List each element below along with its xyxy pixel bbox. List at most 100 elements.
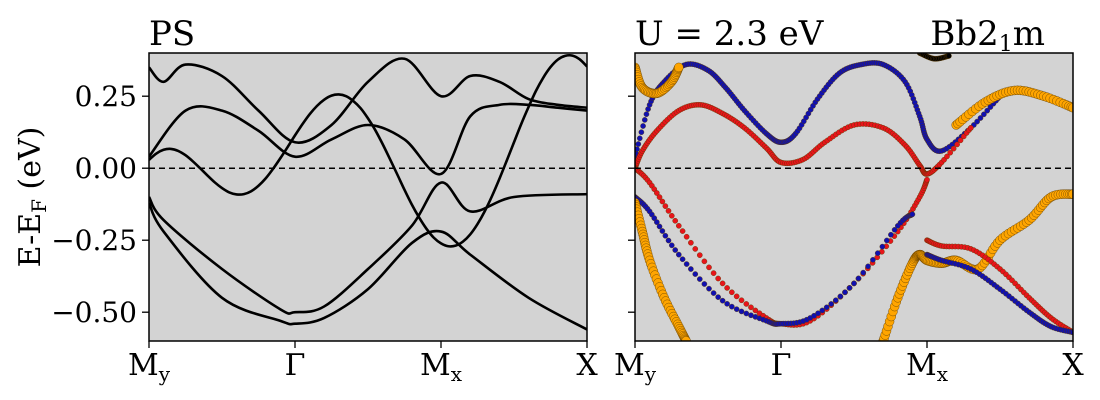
band-marker (641, 117, 648, 123)
band-marker (701, 258, 708, 265)
band-marker (654, 219, 660, 225)
band-marker (874, 250, 881, 256)
band-marker (946, 53, 952, 59)
x-tick-label: Mx (420, 348, 463, 386)
bands-left (149, 53, 587, 331)
x-tick-label: X (1062, 348, 1084, 383)
band-marker (855, 275, 862, 282)
band-marker (846, 285, 853, 291)
band-marker (743, 310, 750, 317)
band-marker (860, 269, 867, 276)
band-marker (984, 107, 991, 114)
band-marker (654, 190, 660, 196)
band-marker (662, 203, 669, 209)
band-marker (701, 281, 708, 287)
band-marker (656, 223, 663, 230)
band-marker (719, 280, 726, 287)
band-line (149, 102, 587, 176)
band-marker (715, 294, 721, 300)
band-line (149, 181, 587, 315)
band-marker (977, 115, 984, 121)
band-marker (719, 297, 726, 304)
band-marker (888, 231, 894, 238)
band-marker (676, 222, 682, 229)
x-tick-label: Γ (285, 348, 306, 383)
band-marker (651, 215, 658, 221)
band-marker (665, 208, 672, 214)
band-marker (688, 266, 694, 272)
chart-left-ps: 0.25 0.00 −0.25 −0.50 My Γ Mx X PS E-EF (eV) (13, 14, 598, 386)
band-marker (738, 297, 745, 304)
band-marker (643, 111, 650, 117)
band-marker (819, 307, 826, 314)
band-marker (957, 137, 964, 144)
y-ticks-right (628, 95, 635, 313)
plot-frame-left (148, 52, 588, 342)
band-marker (1068, 189, 1073, 199)
x-tick-label: Γ (771, 348, 792, 383)
band-marker (879, 243, 886, 250)
band-line (149, 202, 587, 331)
x-tick-label: Mx (906, 348, 949, 386)
band-marker (837, 293, 844, 300)
band-marker (710, 270, 717, 276)
band-marker (636, 135, 643, 142)
band-marker (733, 306, 740, 312)
chart-right-u23: My Γ Mx X U = 2.3 eV Bb21m (614, 14, 1084, 386)
band-marker (710, 290, 717, 296)
band-marker (688, 239, 694, 246)
band-marker (823, 304, 830, 311)
band-marker (733, 293, 740, 300)
band-line (149, 53, 587, 248)
band-marker (668, 212, 675, 219)
band-marker (706, 264, 712, 271)
band-marker (683, 233, 690, 240)
band-marker (828, 301, 834, 307)
band-marker (924, 176, 930, 183)
x-tick-label: My (614, 348, 657, 386)
y-tick-label: −0.25 (51, 224, 137, 257)
band-marker (679, 256, 686, 263)
y-tick-label: 0.25 (75, 80, 137, 113)
band-marker (681, 336, 691, 341)
band-marker (724, 285, 730, 291)
plot-frame-right (634, 52, 1074, 342)
title-right: U = 2.3 eV (635, 14, 825, 54)
band-marker (752, 307, 759, 314)
band-marker (947, 149, 954, 156)
band-marker (729, 303, 735, 310)
band-marker (851, 280, 857, 287)
band-marker (640, 123, 646, 129)
band-marker (954, 141, 960, 148)
band-marker (683, 261, 690, 267)
y-axis-label: E-EF (eV) (13, 127, 51, 268)
band-marker (743, 301, 750, 307)
band-marker (679, 228, 686, 234)
band-marker (635, 141, 642, 147)
band-marker (884, 237, 890, 244)
title-left: PS (149, 14, 195, 54)
band-marker (832, 297, 839, 304)
band-marker (950, 145, 957, 152)
band-marker (696, 276, 703, 282)
band-marker (706, 285, 712, 292)
plot-area-right (635, 53, 1073, 341)
band-marker (891, 226, 898, 233)
band-marker (815, 310, 821, 317)
band-marker (672, 217, 679, 224)
band-marker (748, 304, 754, 311)
band-marker (656, 194, 663, 200)
band-marker (909, 211, 916, 218)
band-marker (662, 232, 669, 239)
band-marker (724, 301, 730, 307)
x-ticks-right: My Γ Mx X (614, 341, 1084, 386)
band-marker (842, 289, 848, 296)
band-marker (692, 271, 699, 277)
title-right-space-group: Bb21m (930, 14, 1045, 57)
band-marker (638, 129, 645, 135)
y-tick-label: −0.50 (51, 296, 137, 329)
band-marker (696, 252, 703, 258)
x-ticks-left: My Γ Mx X (128, 341, 598, 386)
band-marker (668, 242, 675, 249)
